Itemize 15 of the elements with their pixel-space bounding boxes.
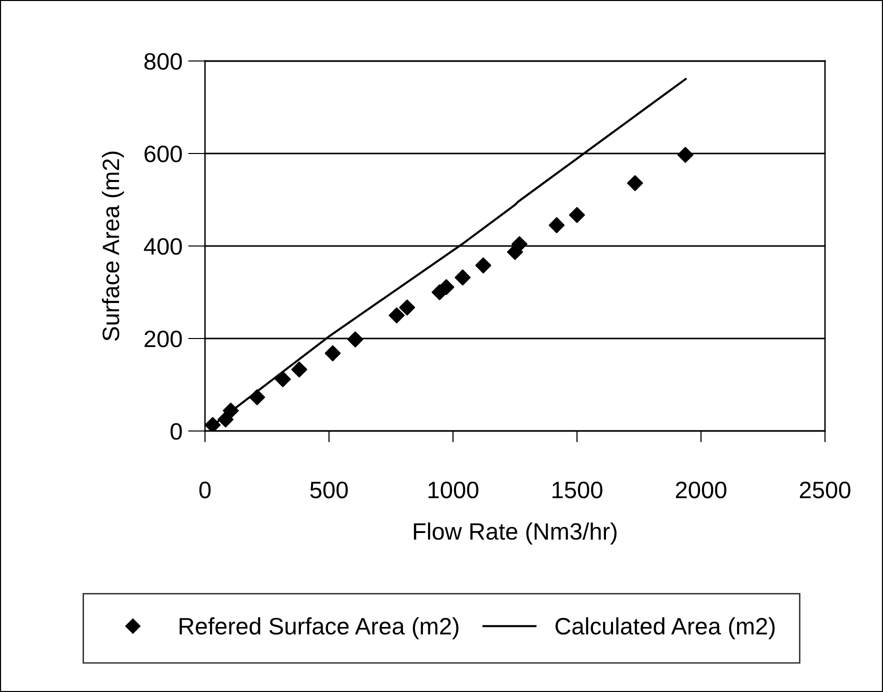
legend-label: Refered Surface Area (m2) (180, 617, 458, 640)
y-tick-label: 200 (144, 330, 182, 348)
x-tick-label: 500 (310, 482, 348, 498)
x-axis-title: Flow Rate (Nm3/hr) (414, 522, 617, 544)
y-tick-label: 400 (144, 238, 182, 255)
x-tick-label: 2500 (800, 482, 850, 498)
x-tick-label: 1500 (552, 482, 602, 498)
y-axis-title: Surface Area (m2) (102, 152, 124, 341)
y-tick-label: 0 (170, 423, 182, 440)
x-tick-label: 1000 (428, 482, 478, 498)
x-tick-label: 0 (199, 482, 211, 498)
x-tick-label: 2000 (676, 482, 726, 498)
y-tick-label: 600 (144, 146, 182, 162)
y-tick-label: 800 (144, 53, 182, 70)
legend-label: Calculated Area (m2) (556, 617, 775, 640)
